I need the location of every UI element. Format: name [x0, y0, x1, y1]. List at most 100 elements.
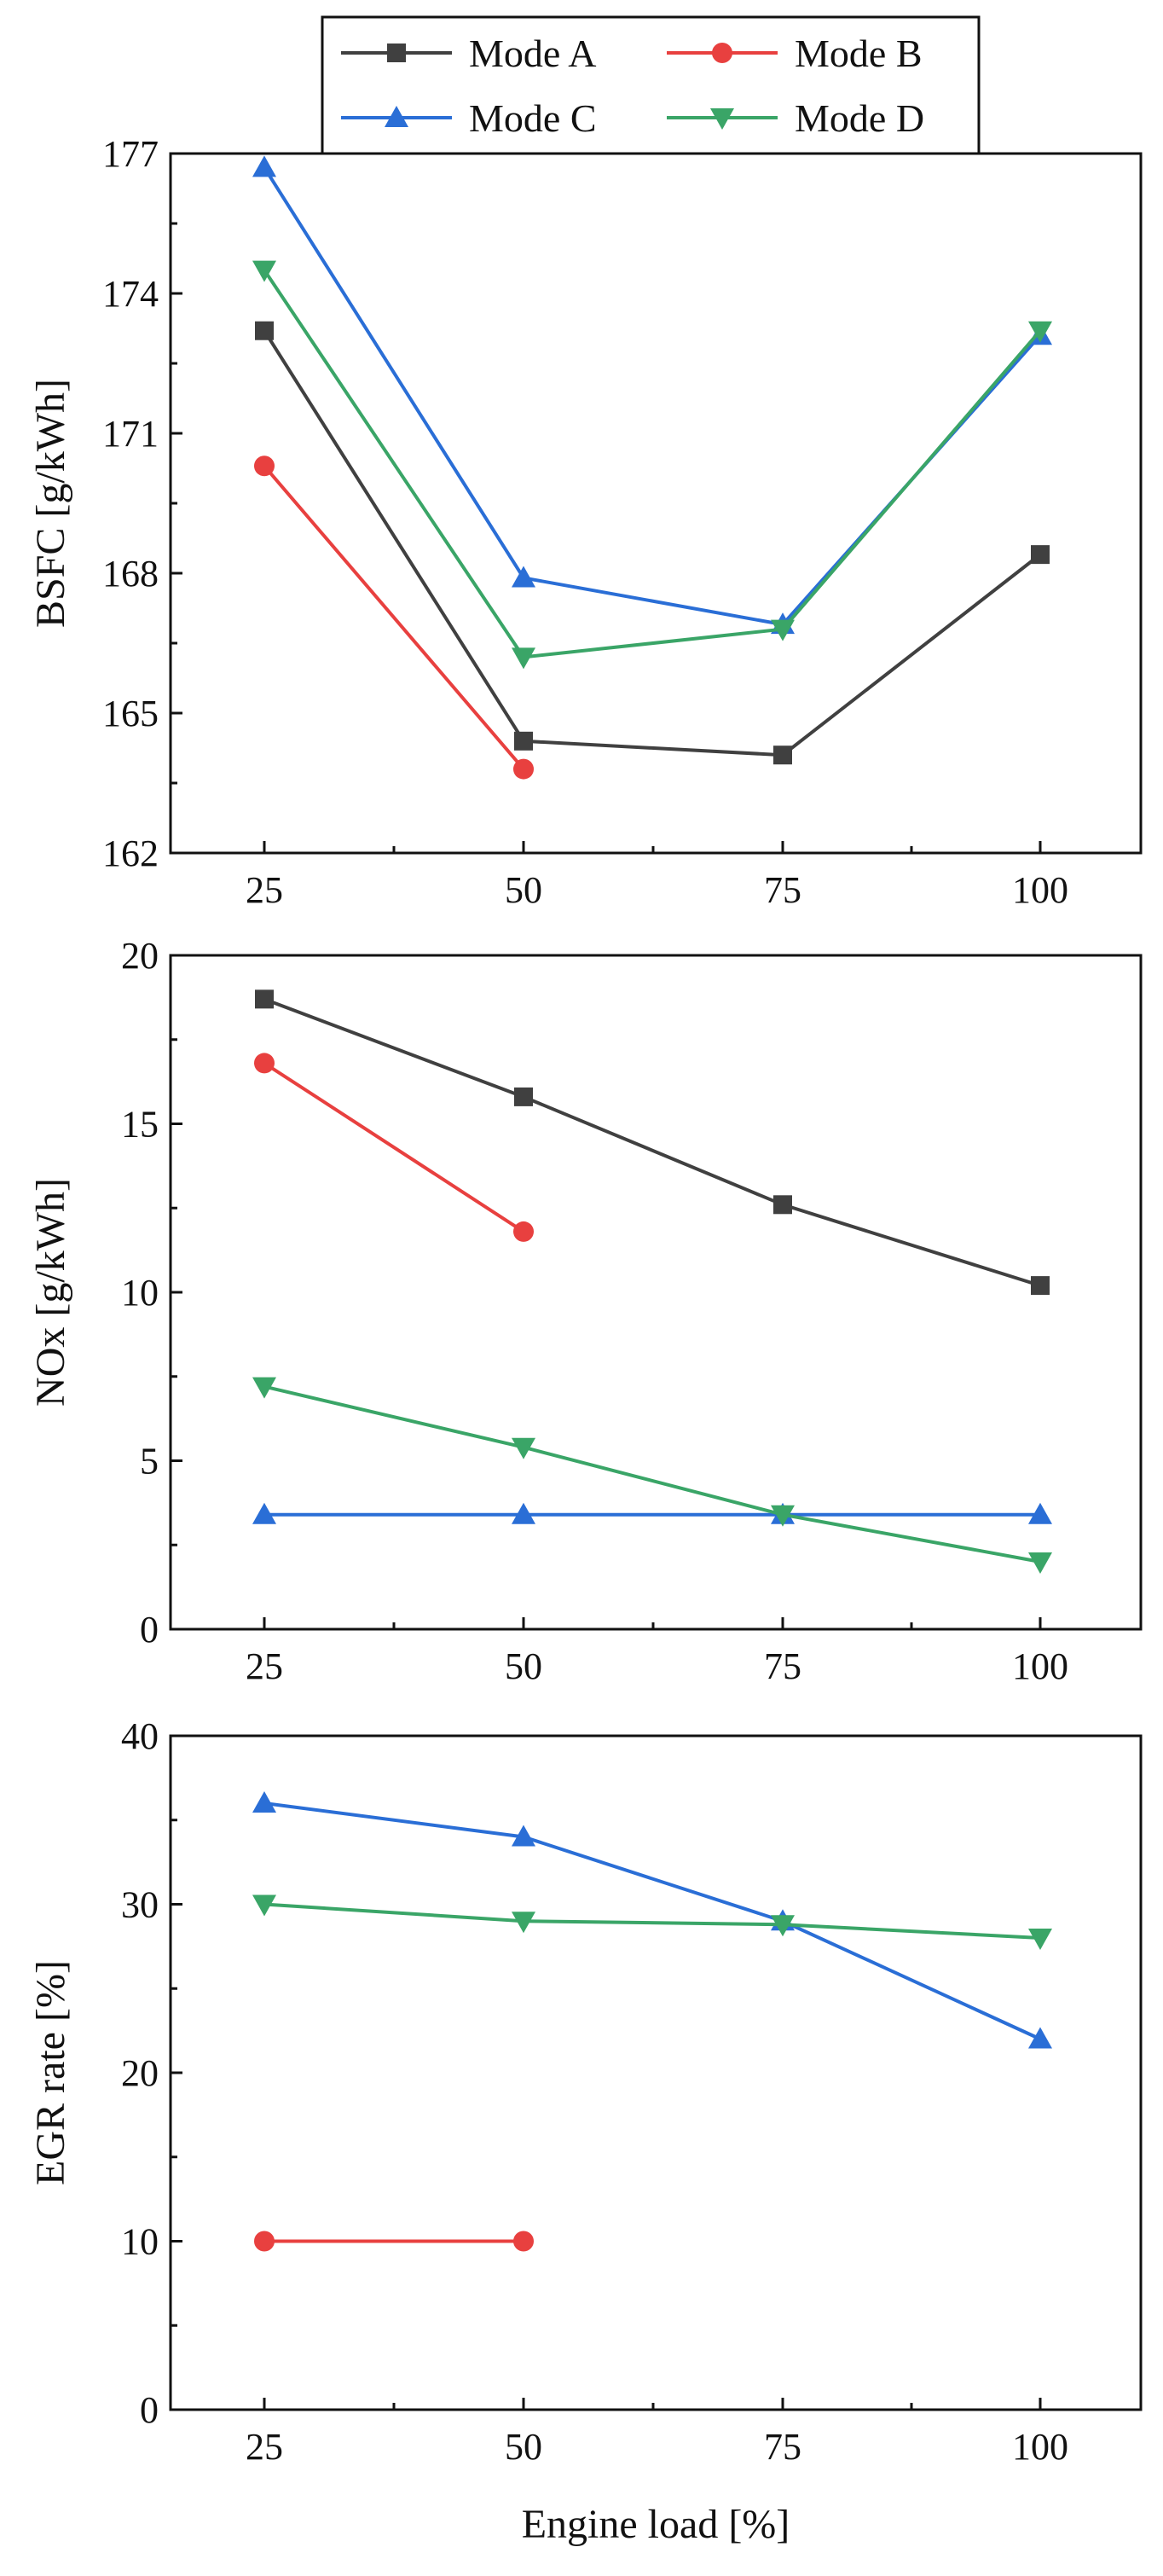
- y-tick-label: 0: [140, 2389, 159, 2431]
- y-tick-label: 10: [121, 2221, 159, 2263]
- legend-marker: [712, 43, 732, 63]
- data-point-mode-d: [512, 647, 535, 670]
- legend: Mode A Mode B Mode C Mode D: [321, 15, 981, 155]
- data-point-mode-c: [512, 1825, 535, 1847]
- y-tick-label: 5: [140, 1441, 159, 1482]
- series-line-mode-b: [263, 464, 525, 770]
- series-line-mode-d: [263, 1384, 1041, 1564]
- x-tick-label: 50: [505, 869, 542, 911]
- series-mode-a: [255, 321, 1050, 765]
- y-tick-label: 177: [102, 133, 159, 175]
- data-point-mode-d: [252, 1894, 276, 1917]
- x-tick-label: 50: [505, 2426, 542, 2468]
- data-point-mode-d: [771, 1915, 795, 1937]
- data-point-mode-a: [1031, 1276, 1050, 1296]
- plot-frame: [169, 1734, 1143, 2411]
- legend-item-mode-d: Mode D: [667, 96, 924, 140]
- series-mode-b: [254, 455, 534, 780]
- y-tick-label: 165: [102, 693, 159, 734]
- series-mode-a: [255, 989, 1050, 1296]
- data-point-mode-a: [514, 1087, 533, 1106]
- data-point-mode-d: [1028, 321, 1052, 343]
- x-tick-label: 75: [764, 869, 801, 911]
- y-tick-label: 20: [121, 2052, 159, 2094]
- data-point-mode-b: [513, 1221, 534, 1242]
- legend-label: Mode B: [795, 32, 923, 75]
- data-point-mode-c: [1028, 2027, 1052, 2049]
- data-point-mode-d: [1028, 1929, 1052, 1950]
- y-tick-label: 0: [140, 1609, 159, 1651]
- data-point-mode-b: [254, 2231, 275, 2252]
- data-point-mode-d: [252, 1377, 276, 1399]
- legend-label: Mode A: [469, 32, 597, 75]
- series-mode-b: [254, 2231, 534, 2252]
- egr-panel: 0 10 20 30 40 25 50 75 100 EGR rate [%] Engine loa…: [28, 1715, 1143, 2547]
- x-tick-label: 25: [246, 1645, 283, 1687]
- bsfc-panel: 162 165 168 171 174 177 25 50 75 100 BSFC [g/kWh]: [28, 133, 1143, 911]
- legend-marker: [710, 108, 734, 130]
- legend-marker: [387, 44, 406, 62]
- data-point-mode-d: [512, 1437, 535, 1459]
- series-mode-c: [252, 155, 1052, 635]
- data-point-mode-c: [512, 1502, 535, 1524]
- y-tick-label: 30: [121, 1884, 159, 1926]
- data-point-mode-b: [254, 455, 275, 477]
- series-mode-b: [254, 1053, 534, 1242]
- y-tick-label: 20: [121, 935, 159, 977]
- data-point-mode-b: [254, 1053, 275, 1074]
- y-axis-title: EGR rate [%]: [28, 1960, 73, 2185]
- legend-marker: [385, 106, 408, 127]
- data-point-mode-d: [252, 260, 276, 282]
- data-point-mode-c: [512, 566, 535, 588]
- y-tick-label: 10: [121, 1272, 159, 1314]
- legend-item-mode-c: Mode C: [341, 96, 597, 140]
- legend-label: Mode D: [795, 96, 924, 140]
- series-line-mode-d: [263, 269, 1042, 659]
- data-point-mode-a: [1031, 545, 1050, 565]
- data-point-mode-a: [773, 1195, 792, 1215]
- x-tick-label: 25: [246, 2426, 283, 2468]
- legend-label: Mode C: [469, 96, 597, 140]
- data-point-mode-c: [252, 1502, 276, 1524]
- data-point-mode-c: [252, 1791, 276, 1813]
- series-line-mode-a: [263, 329, 1042, 757]
- y-tick-label: 15: [121, 1104, 159, 1146]
- series-line-mode-c: [263, 166, 1042, 627]
- data-point-mode-d: [512, 1912, 535, 1934]
- series-line-mode-d: [263, 1902, 1041, 1940]
- x-tick-label: 100: [1012, 1645, 1068, 1687]
- data-point-mode-a: [773, 746, 792, 765]
- y-tick-label: 171: [102, 413, 159, 455]
- series-mode-c: [252, 1502, 1052, 1524]
- series-line-mode-a: [263, 997, 1041, 1288]
- data-point-mode-d: [1028, 1552, 1052, 1574]
- legend-item-mode-b: Mode B: [667, 32, 923, 75]
- plot-frame: [169, 954, 1143, 1631]
- y-axis-title: BSFC [g/kWh]: [28, 379, 73, 628]
- series-line-mode-b: [263, 1061, 525, 1233]
- series-line-mode-c: [263, 1801, 1041, 2041]
- y-tick-label: 162: [102, 833, 159, 874]
- y-tick-label: 168: [102, 553, 159, 595]
- x-tick-label: 100: [1012, 2426, 1068, 2468]
- data-point-mode-d: [771, 619, 795, 641]
- data-point-mode-b: [513, 2231, 534, 2252]
- x-tick-label: 75: [764, 1645, 801, 1687]
- y-tick-label: 40: [121, 1715, 159, 1757]
- x-tick-label: 75: [764, 2426, 801, 2468]
- x-axis-title: Engine load [%]: [522, 2502, 790, 2547]
- series-mode-c: [252, 1791, 1052, 2049]
- x-tick-label: 50: [505, 1645, 542, 1687]
- legend-item-mode-a: Mode A: [341, 32, 597, 75]
- data-point-mode-d: [771, 1505, 795, 1527]
- series-mode-d: [252, 260, 1052, 670]
- y-axis-title: NOx [g/kWh]: [28, 1178, 73, 1407]
- data-point-mode-c: [252, 155, 276, 177]
- data-point-mode-a: [255, 321, 274, 340]
- data-point-mode-b: [513, 758, 534, 780]
- legend-box: [321, 15, 981, 155]
- data-point-mode-c: [1028, 1502, 1052, 1524]
- data-point-mode-a: [255, 989, 274, 1009]
- series-mode-d: [252, 1894, 1052, 1950]
- series-mode-d: [252, 1377, 1052, 1574]
